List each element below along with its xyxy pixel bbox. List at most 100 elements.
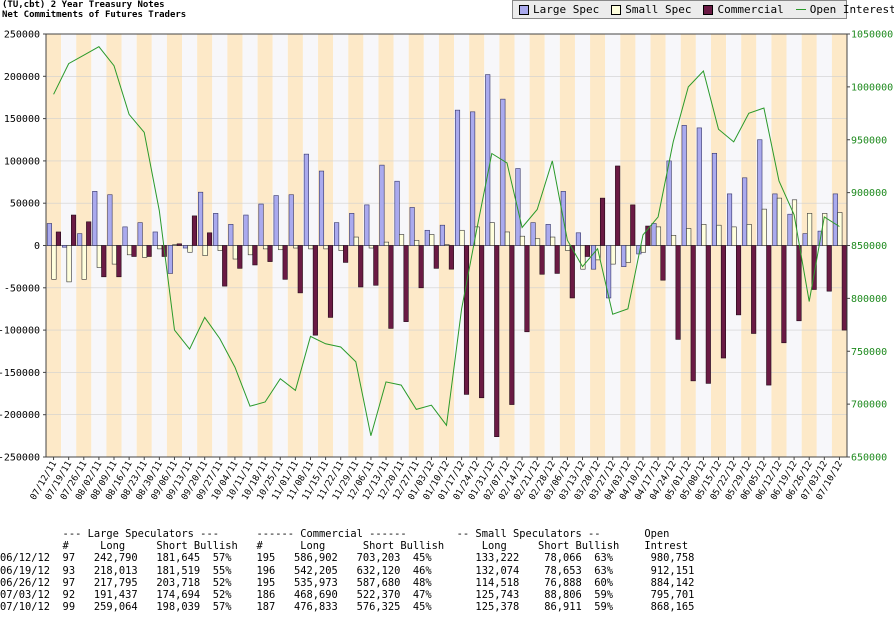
- bar-large-spec: [167, 245, 173, 274]
- bar-small-spec: [353, 236, 359, 246]
- bar-small-spec: [550, 236, 556, 246]
- cot-data-table: --- Large Speculators --- ------ Commerc…: [0, 528, 694, 613]
- bar-small-spec: [66, 245, 72, 283]
- bar-large-spec: [545, 224, 551, 246]
- bar-commercial: [176, 243, 182, 246]
- bar-commercial: [327, 245, 334, 318]
- bar-large-spec: [832, 193, 838, 246]
- bar-commercial: [207, 232, 213, 246]
- legend-large-spec: Large Spec: [519, 3, 599, 16]
- bar-large-spec: [681, 125, 687, 246]
- bar-small-spec: [701, 224, 707, 246]
- bar-large-spec: [802, 233, 808, 246]
- bar-commercial: [463, 245, 470, 395]
- bar-commercial: [705, 245, 711, 384]
- bar-commercial: [524, 245, 530, 333]
- bar-large-spec: [772, 193, 778, 246]
- bar-large-spec: [530, 222, 536, 246]
- chart-subtitle: Net Commitments of Futures Traders: [2, 10, 187, 20]
- bar-large-spec: [77, 233, 83, 246]
- bar-large-spec: [334, 222, 340, 246]
- y-tick-label: 50000: [10, 199, 40, 210]
- bar-commercial: [660, 245, 666, 281]
- bar-small-spec: [172, 244, 178, 246]
- bar-commercial: [191, 215, 198, 246]
- bar-commercial: [403, 245, 409, 322]
- bar-large-spec: [243, 214, 249, 246]
- bar-commercial: [358, 245, 364, 288]
- bar-large-spec: [182, 245, 189, 249]
- bar-commercial: [312, 245, 318, 336]
- bar-commercial: [720, 245, 726, 359]
- legend: Large Spec Small Spec Commercial Open In…: [512, 0, 894, 19]
- bar-small-spec: [731, 226, 737, 246]
- bar-large-spec: [575, 232, 581, 246]
- bar-large-spec: [228, 224, 234, 246]
- bar-small-spec: [157, 245, 163, 250]
- bar-small-spec: [776, 197, 782, 246]
- legend-swatch-small-spec: [611, 4, 622, 15]
- bar-small-spec: [126, 245, 133, 256]
- bar-large-spec: [711, 152, 717, 246]
- y2-tick-label: 750000: [851, 347, 887, 358]
- bar-small-spec: [807, 213, 813, 246]
- bar-large-spec: [213, 213, 219, 246]
- bar-large-spec: [318, 170, 325, 246]
- bar-small-spec: [399, 234, 405, 246]
- bar-large-spec: [726, 193, 733, 246]
- bar-large-spec: [485, 74, 491, 246]
- bar-small-spec: [247, 245, 253, 256]
- table-header-1: --- Large Speculators --- ------ Commerc…: [0, 528, 670, 540]
- bar-large-spec: [364, 204, 370, 246]
- y2-tick-label: 1050000: [851, 30, 893, 41]
- bar-commercial: [584, 245, 590, 257]
- bar-small-spec: [187, 245, 193, 253]
- bar-large-spec: [454, 109, 461, 246]
- bar-commercial: [751, 245, 757, 334]
- bar-commercial: [267, 245, 273, 262]
- bar-small-spec: [444, 244, 450, 246]
- bar-large-spec: [273, 195, 279, 246]
- bar-large-spec: [666, 160, 672, 246]
- bar-large-spec: [500, 98, 506, 246]
- bar-small-spec: [716, 224, 722, 246]
- table-header-2: # Long Short Bullish # Long Short Bullis…: [0, 540, 689, 553]
- bar-commercial: [282, 245, 288, 280]
- bar-large-spec: [258, 203, 264, 246]
- y2-tick-label: 700000: [851, 400, 887, 411]
- bar-commercial: [388, 245, 394, 329]
- bar-large-spec: [379, 164, 385, 246]
- chart-title: (TU,cbt) 2 Year Treasury Notes: [2, 0, 165, 10]
- bar-small-spec: [293, 245, 299, 249]
- bar-large-spec: [515, 168, 521, 246]
- bar-small-spec: [671, 235, 677, 246]
- bar-large-spec: [621, 245, 627, 267]
- bar-small-spec: [459, 229, 465, 246]
- bar-large-spec: [409, 207, 415, 246]
- legend-label-commercial: Commercial: [717, 3, 784, 16]
- y-tick-label: 0: [34, 241, 40, 252]
- legend-label-large-spec: Large Spec: [533, 3, 600, 16]
- bar-commercial: [826, 245, 832, 292]
- bar-small-spec: [142, 245, 148, 258]
- bar-small-spec: [202, 245, 208, 256]
- bar-small-spec: [640, 245, 646, 253]
- bar-commercial: [811, 245, 817, 290]
- y-tick-label: -200000: [0, 410, 40, 421]
- bar-small-spec: [504, 231, 510, 246]
- bar-commercial: [554, 245, 560, 274]
- bar-small-spec: [580, 245, 586, 270]
- y2-tick-label: 1000000: [851, 82, 893, 93]
- bar-commercial: [433, 245, 439, 269]
- table-row: 07/10/12 99 259,064 198,039 57% 187 476,…: [0, 601, 695, 614]
- bar-commercial: [599, 197, 606, 246]
- bar-commercial: [735, 245, 742, 316]
- bar-small-spec: [51, 245, 57, 280]
- bar-large-spec: [62, 245, 68, 248]
- y-tick-label: -150000: [0, 368, 40, 379]
- table-row: 06/12/12 97 242,790 181,645 57% 195 586,…: [0, 552, 695, 565]
- bar-commercial: [373, 245, 379, 286]
- legend-swatch-large-spec: [519, 4, 529, 15]
- bar-large-spec: [696, 127, 702, 246]
- y-tick-label: 100000: [4, 156, 40, 167]
